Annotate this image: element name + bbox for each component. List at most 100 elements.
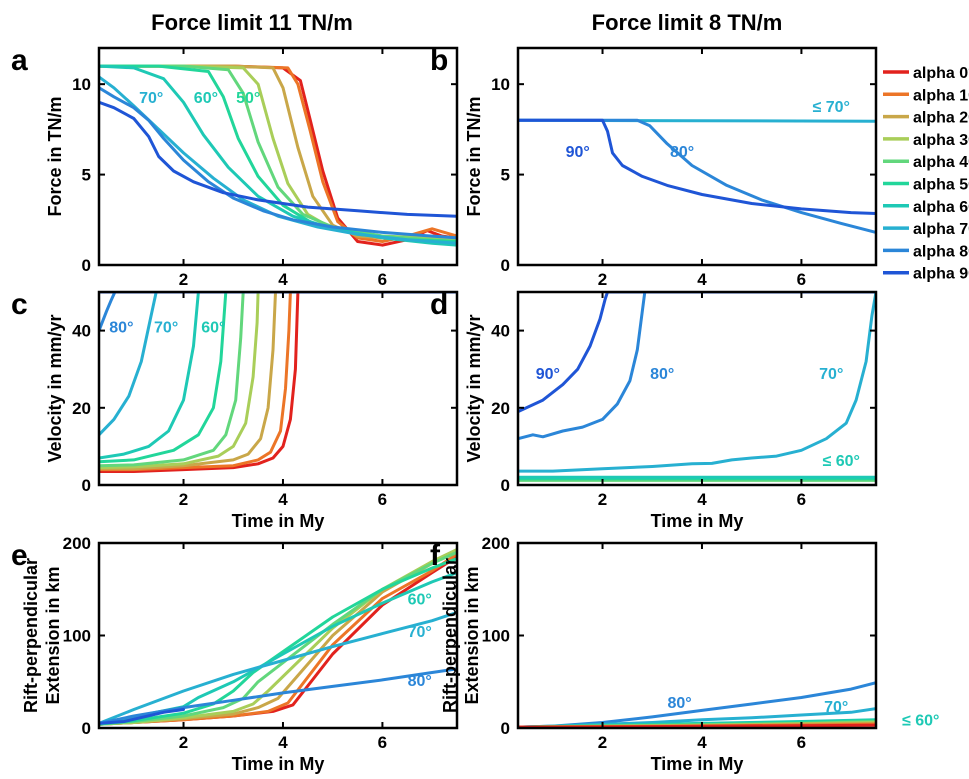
legend-label: alpha 20°: [913, 110, 969, 127]
series-line: [518, 118, 876, 215]
series-line: [99, 292, 457, 468]
curve-annotation: 70°: [408, 624, 432, 641]
panels: 2 4 6 0 5 10 Time in My Force in TN/m a 70° 60° 50°…: [11, 44, 939, 774]
curve-annotation: ≤ 60°: [822, 453, 859, 470]
x-tick-label: 6: [378, 270, 387, 289]
legend-label: alpha 50°: [913, 177, 969, 194]
series-line: [99, 292, 457, 464]
series-line: [99, 292, 457, 333]
legend: alpha 0° alpha 10° alpha 20° alpha 30° alpha…: [883, 65, 969, 283]
panel-c: 2 4 6 0 20 40 Time in My Velocity in mm/yr c 80° 7…: [11, 288, 459, 531]
x-axis-label: Time in My: [651, 754, 744, 774]
series-line: [99, 292, 457, 473]
panel-letter: c: [11, 288, 28, 321]
series-line: [99, 292, 457, 471]
curve-annotation: 80°: [408, 673, 432, 690]
plot-area: [518, 48, 876, 265]
legend-label: alpha 70°: [913, 221, 969, 238]
x-axis-label: Time in My: [651, 511, 744, 531]
series-line: [99, 292, 457, 470]
y-tick-label: 0: [501, 476, 510, 495]
column-title-left: Force limit 11 TN/m: [151, 10, 353, 35]
series-line: [99, 75, 457, 245]
x-tick-label: 6: [797, 733, 806, 752]
x-tick-label: 4: [278, 270, 288, 289]
panel-f: 2 4 6 0 100 200 Time in My Rift-perpendicular Ex…: [430, 534, 939, 774]
y-tick-label: 100: [482, 627, 510, 646]
curve-annotation: ≤ 70°: [813, 99, 850, 116]
y-tick-label: 20: [72, 399, 91, 418]
series-line: [99, 557, 457, 726]
curve-annotation: 80°: [109, 320, 133, 337]
legend-label: alpha 0°: [913, 65, 969, 82]
x-tick-label: 2: [179, 733, 188, 752]
y-tick-label: 200: [482, 534, 510, 553]
y-axis-label: Extension in km: [43, 566, 63, 704]
y-tick-label: 0: [82, 256, 91, 275]
x-tick-label: 2: [179, 270, 188, 289]
series-line: [99, 667, 457, 725]
curve-annotation: 70°: [154, 320, 178, 337]
series-line: [99, 86, 457, 240]
y-axis-label: Velocity in mm/yr: [45, 314, 65, 462]
curve-annotation: 70°: [824, 699, 848, 716]
x-tick-label: 4: [278, 733, 288, 752]
series-line: [99, 292, 457, 460]
curve-annotation: 90°: [566, 144, 590, 161]
x-tick-label: 4: [697, 733, 707, 752]
y-axis-label: Rift-perpendicular: [440, 558, 460, 713]
series-line: [99, 292, 457, 437]
series-line: [99, 610, 457, 725]
y-tick-label: 0: [501, 256, 510, 275]
curve-annotation: 60°: [194, 90, 218, 107]
plot-area: [518, 292, 876, 485]
x-tick-label: 2: [598, 490, 607, 509]
series-line: [99, 708, 185, 725]
panel-letter: e: [11, 539, 28, 572]
panel-letter: b: [430, 44, 448, 77]
x-tick-label: 4: [697, 270, 707, 289]
axes-frame: [97, 46, 459, 267]
x-tick-label: 4: [278, 490, 288, 509]
legend-label: alpha 30°: [913, 132, 969, 149]
x-tick-label: 6: [378, 733, 387, 752]
y-tick-label: 0: [501, 719, 510, 738]
x-tick-label: 2: [179, 490, 188, 509]
legend-label: alpha 80°: [913, 243, 969, 260]
x-axis-label: Time in My: [232, 511, 325, 531]
y-tick-label: 0: [82, 719, 91, 738]
axes-frame: [516, 46, 878, 267]
legend-label: alpha 40°: [913, 154, 969, 171]
curve-annotation: ≤ 60°: [902, 713, 939, 730]
y-tick-label: 100: [63, 627, 91, 646]
y-axis-label: Extension in km: [462, 566, 482, 704]
axes-frame: [97, 290, 459, 487]
series-line: [99, 100, 457, 218]
curve-annotation: 70°: [819, 366, 843, 383]
y-tick-label: 5: [82, 166, 91, 185]
y-tick-label: 10: [72, 75, 91, 94]
panel-letter: f: [430, 539, 441, 572]
panel-letter: d: [430, 288, 448, 321]
x-tick-label: 6: [797, 270, 806, 289]
curve-annotation: 70°: [139, 90, 163, 107]
x-tick-label: 2: [598, 270, 607, 289]
legend-label: alpha 10°: [913, 87, 969, 104]
curve-annotation: 80°: [650, 366, 674, 383]
y-axis-label: Force in TN/m: [464, 96, 484, 216]
x-tick-label: 4: [697, 490, 707, 509]
legend-label: alpha 60°: [913, 199, 969, 216]
axes-frame: [516, 290, 878, 487]
plot-area: [518, 543, 876, 728]
y-tick-label: 200: [63, 534, 91, 553]
y-tick-label: 10: [491, 75, 510, 94]
panel-letter: a: [11, 44, 28, 77]
curve-annotation: 60°: [201, 320, 225, 337]
legend-label: alpha 90°: [913, 266, 969, 283]
curve-annotation: 50°: [236, 90, 260, 107]
series-line: [99, 550, 457, 726]
curve-annotation: 80°: [667, 695, 691, 712]
series-line: [99, 292, 457, 472]
